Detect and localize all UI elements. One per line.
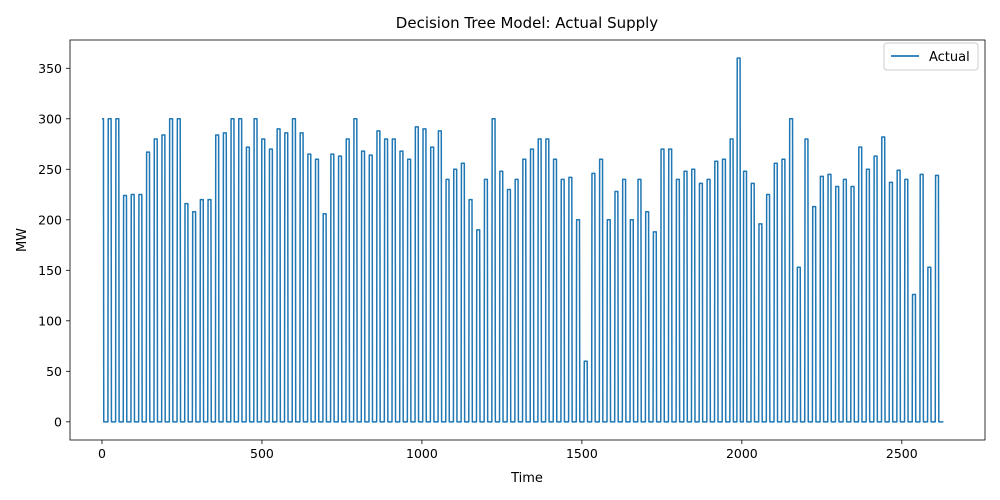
y-axis-label: MW <box>15 228 30 252</box>
x-tick-label-2000: 2000 <box>726 446 758 461</box>
y-tick-label-350: 350 <box>38 61 62 76</box>
x-tick-label-0: 0 <box>98 446 106 461</box>
x-axis-label: Time <box>510 471 543 486</box>
y-tick-label-250: 250 <box>38 162 62 177</box>
x-axis: 0 500 1000 1500 2000 2500 <box>98 440 918 461</box>
y-tick-label-100: 100 <box>38 313 62 328</box>
x-tick-label-2500: 2500 <box>886 446 918 461</box>
legend: Actual <box>883 42 979 71</box>
legend-label-actual: Actual <box>929 50 970 65</box>
legend-box <box>883 42 979 71</box>
x-tick-label-500: 500 <box>250 446 274 461</box>
y-tick-label-200: 200 <box>38 212 62 227</box>
x-tick-label-1000: 1000 <box>406 446 438 461</box>
y-tick-label-0: 0 <box>54 414 62 429</box>
y-tick-label-300: 300 <box>38 111 62 126</box>
y-axis: 0 50 100 150 200 250 300 350 <box>38 61 70 429</box>
series-line-actual <box>101 57 944 423</box>
chart-title: Decision Tree Model: Actual Supply <box>396 14 659 32</box>
y-tick-label-150: 150 <box>38 263 62 278</box>
plot-area <box>101 57 944 423</box>
axes-frame <box>69 39 986 441</box>
x-tick-label-1500: 1500 <box>566 446 598 461</box>
y-tick-label-50: 50 <box>46 364 62 379</box>
